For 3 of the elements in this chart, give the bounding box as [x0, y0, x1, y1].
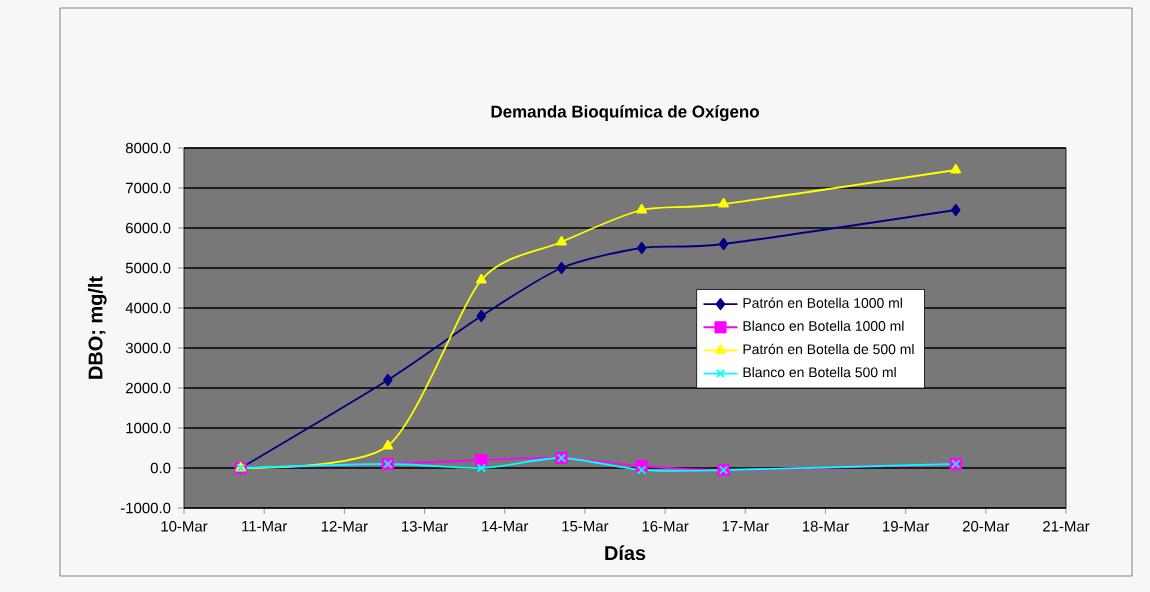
y-axis-title: DBO; mg/lt [87, 276, 107, 379]
x-axis-title: Días [605, 545, 646, 561]
chart-title: Demanda Bioquímica de Oxígeno [491, 104, 759, 122]
